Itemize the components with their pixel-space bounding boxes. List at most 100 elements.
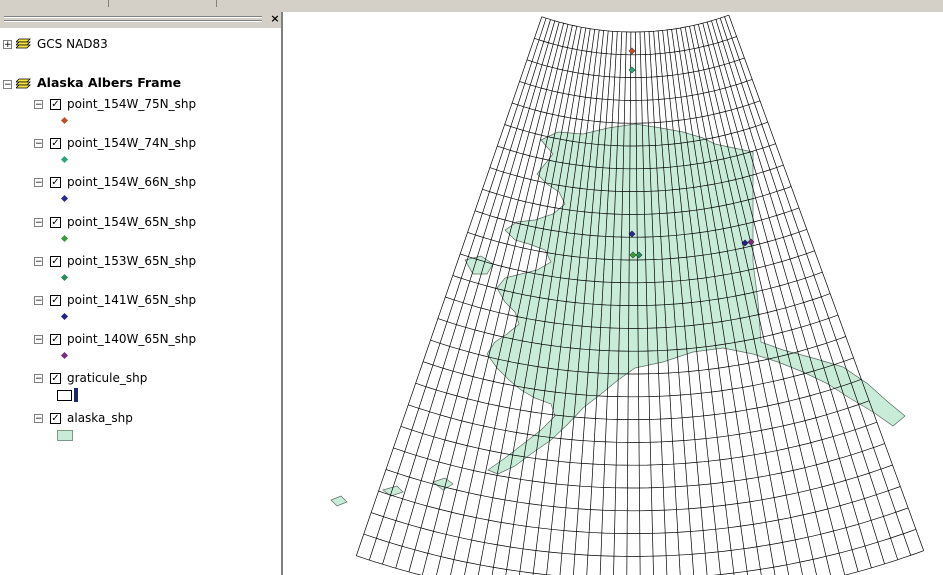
group-gcs-nad83-label[interactable]: GCS NAD83 — [37, 37, 108, 51]
graticule-meridian — [519, 29, 596, 575]
graticule-meridian — [505, 28, 591, 575]
graticule-meridian — [639, 31, 654, 575]
collapse-icon[interactable]: − — [34, 218, 43, 228]
graticule-meridian — [728, 14, 925, 551]
map-point-marker — [629, 251, 637, 259]
layer-visibility-checkbox[interactable]: ✓ — [50, 177, 61, 188]
map-canvas[interactable] — [283, 12, 943, 575]
point-symbol-icon — [60, 312, 69, 321]
graticule-meridian — [653, 31, 695, 575]
graticule-meridian — [702, 23, 846, 575]
layer-name-label[interactable]: graticule_shp — [67, 371, 148, 385]
collapse-icon[interactable]: − — [34, 296, 43, 306]
map-point-marker — [628, 66, 636, 74]
graticule-meridian — [395, 20, 556, 569]
graticule-meridian — [613, 31, 627, 575]
collapse-icon[interactable]: − — [34, 335, 43, 345]
graticule-meridian — [408, 22, 560, 572]
graticule-meridian — [586, 31, 618, 575]
graticule-meridian — [711, 20, 872, 568]
layer-name-label[interactable]: point_154W_65N_shp — [67, 215, 197, 229]
layer-visibility-checkbox[interactable]: ✓ — [50, 295, 61, 306]
collapse-icon[interactable]: − — [34, 100, 43, 110]
layers-icon — [16, 78, 31, 89]
graticule-meridian — [421, 23, 564, 575]
collapse-icon[interactable]: − — [34, 178, 43, 188]
map-point-marker — [741, 239, 749, 247]
expand-icon[interactable]: + — [3, 40, 12, 50]
graticule-meridian — [724, 16, 912, 556]
map-display[interactable] — [283, 12, 943, 575]
table-of-contents-panel — [0, 12, 283, 575]
layer-visibility-checkbox[interactable]: ✓ — [50, 99, 61, 110]
graticule-meridian — [648, 31, 681, 575]
toc-layer-tree: + GCS NAD83 − Alaska Albers Frame − ✓ poin… — [0, 28, 281, 575]
layer-name-label[interactable]: point_154W_75N_shp — [67, 97, 197, 111]
point-symbol-icon — [60, 116, 69, 125]
collapse-icon[interactable]: − — [34, 257, 43, 267]
graticule-meridian — [715, 19, 885, 565]
graticule-meridian — [532, 29, 600, 575]
graticule-meridian — [464, 26, 578, 575]
collapse-icon[interactable]: − — [34, 414, 43, 424]
layer-visibility-checkbox[interactable]: ✓ — [50, 413, 61, 424]
map-point-marker — [628, 230, 636, 238]
toolbar-tab-right[interactable] — [108, 0, 217, 7]
island-shape — [432, 477, 454, 491]
map-point-marker — [747, 238, 755, 246]
graticule-meridian — [635, 31, 641, 575]
graticule-meridian — [719, 17, 899, 560]
polygon-fill-symbol-icon — [57, 430, 73, 441]
map-point-marker — [635, 251, 643, 259]
graticule-meridian — [382, 19, 551, 565]
graticule-meridian — [675, 28, 762, 575]
point-symbol-icon — [60, 155, 69, 164]
graticule-meridian — [684, 27, 790, 575]
point-symbol-icon — [60, 234, 69, 243]
point-symbol-icon — [60, 194, 69, 203]
layer-name-label[interactable]: alaska_shp — [67, 411, 133, 425]
group-alaska-albers-frame-label[interactable]: Alaska Albers Frame — [37, 75, 182, 90]
layer-name-label[interactable]: point_140W_65N_shp — [67, 332, 197, 346]
toc-header-grip[interactable] — [0, 12, 281, 28]
layer-visibility-checkbox[interactable]: ✓ — [50, 217, 61, 228]
layer-visibility-checkbox[interactable]: ✓ — [50, 334, 61, 345]
layer-visibility-checkbox[interactable]: ✓ — [50, 138, 61, 149]
collapse-icon[interactable]: − — [34, 139, 43, 149]
layers-icon — [16, 38, 31, 49]
graticule-meridian — [644, 31, 668, 575]
collapse-icon[interactable]: − — [3, 80, 12, 90]
graticule-meridian — [436, 24, 569, 575]
layer-name-label[interactable]: point_153W_65N_shp — [67, 254, 197, 268]
collapse-icon[interactable]: − — [34, 374, 43, 384]
graticule-meridian — [666, 29, 735, 575]
graticule-meridian — [680, 27, 776, 575]
graticule-meridian — [355, 16, 543, 556]
graticule-meridian — [662, 30, 721, 575]
layer-visibility-checkbox[interactable]: ✓ — [50, 256, 61, 267]
graticule-meridian — [599, 31, 623, 575]
graticule-meridian — [477, 27, 582, 575]
graticule-meridian — [491, 27, 587, 575]
layer-name-label[interactable]: point_154W_66N_shp — [67, 175, 197, 189]
close-icon[interactable]: × — [270, 12, 280, 25]
graticule-meridian — [450, 25, 573, 575]
layer-visibility-checkbox[interactable]: ✓ — [50, 373, 61, 384]
graticule-meridian — [706, 21, 859, 572]
island-shape — [464, 255, 494, 275]
graticule-meridian — [698, 24, 831, 575]
layer-name-label[interactable]: point_154W_74N_shp — [67, 136, 197, 150]
graticule-meridian — [657, 30, 708, 575]
graticule-meridian — [693, 25, 817, 575]
island-shape — [330, 495, 348, 507]
point-symbol-icon — [60, 273, 69, 282]
graticule-meridian — [626, 31, 632, 575]
toolbar-tab-left[interactable] — [0, 0, 109, 7]
layer-name-label[interactable]: point_141W_65N_shp — [67, 293, 197, 307]
graticule-meridian — [689, 26, 803, 575]
alaska-landmass — [486, 123, 906, 475]
point-symbol-icon — [60, 351, 69, 360]
map-point-marker — [628, 47, 636, 55]
graticule-meridian — [671, 29, 748, 575]
polygon-outline-symbol-icon — [57, 390, 72, 401]
